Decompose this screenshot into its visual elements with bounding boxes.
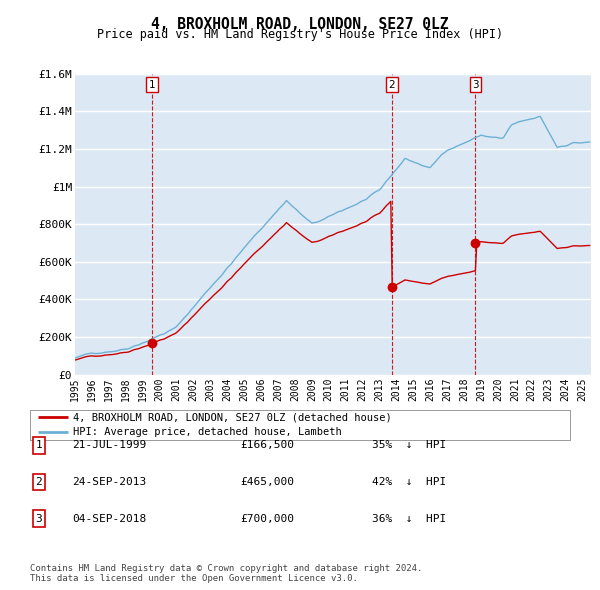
Text: 21-JUL-1999: 21-JUL-1999 (72, 441, 146, 450)
Point (387, 283, 397, 292)
Text: £465,000: £465,000 (240, 477, 294, 487)
Text: £166,500: £166,500 (240, 441, 294, 450)
Text: 36%  ↓  HPI: 36% ↓ HPI (372, 514, 446, 523)
Point (147, 339, 157, 348)
Text: 4, BROXHOLM ROAD, LONDON, SE27 0LZ: 4, BROXHOLM ROAD, LONDON, SE27 0LZ (151, 17, 449, 31)
Text: 24-SEP-2013: 24-SEP-2013 (72, 477, 146, 487)
Text: 3: 3 (35, 514, 43, 523)
Point (470, 238, 480, 248)
Text: 04-SEP-2018: 04-SEP-2018 (72, 514, 146, 523)
Text: 2: 2 (388, 80, 395, 90)
Text: 1: 1 (35, 441, 43, 450)
Text: 1: 1 (149, 80, 155, 90)
Text: £700,000: £700,000 (240, 514, 294, 523)
Text: Price paid vs. HM Land Registry's House Price Index (HPI): Price paid vs. HM Land Registry's House … (97, 28, 503, 41)
Text: 42%  ↓  HPI: 42% ↓ HPI (372, 477, 446, 487)
Text: 2: 2 (35, 477, 43, 487)
Text: 4, BROXHOLM ROAD, LONDON, SE27 0LZ (detached house): 4, BROXHOLM ROAD, LONDON, SE27 0LZ (deta… (73, 412, 392, 422)
Text: 35%  ↓  HPI: 35% ↓ HPI (372, 441, 446, 450)
Text: 3: 3 (472, 80, 479, 90)
Text: Contains HM Land Registry data © Crown copyright and database right 2024.
This d: Contains HM Land Registry data © Crown c… (30, 563, 422, 583)
Text: HPI: Average price, detached house, Lambeth: HPI: Average price, detached house, Lamb… (73, 427, 342, 437)
